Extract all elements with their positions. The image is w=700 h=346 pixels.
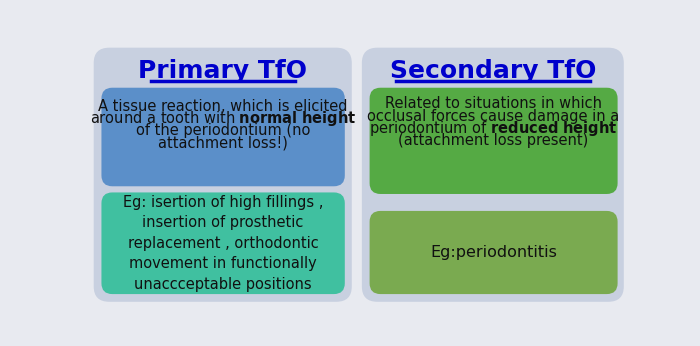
Text: attachment loss!): attachment loss!) <box>158 136 288 151</box>
Text: of the periodontium (no: of the periodontium (no <box>136 123 310 138</box>
Text: periodontium of $\mathbf{reduced\ height}$: periodontium of $\mathbf{reduced\ height… <box>370 119 618 138</box>
FancyBboxPatch shape <box>370 211 617 294</box>
FancyBboxPatch shape <box>362 48 624 302</box>
FancyBboxPatch shape <box>102 192 345 294</box>
Text: occlusal forces cause damage in a: occlusal forces cause damage in a <box>368 109 620 124</box>
Text: Related to situations in which: Related to situations in which <box>385 97 602 111</box>
Text: Secondary TfO: Secondary TfO <box>390 59 596 83</box>
FancyBboxPatch shape <box>370 88 617 194</box>
Text: Primary TfO: Primary TfO <box>138 59 307 83</box>
Text: (attachment loss present): (attachment loss present) <box>398 133 589 148</box>
Text: around a tooth with $\mathbf{normal\ height}$: around a tooth with $\mathbf{normal\ hei… <box>90 109 356 128</box>
FancyBboxPatch shape <box>94 48 352 302</box>
Text: A tissue reaction, which is elicited: A tissue reaction, which is elicited <box>99 99 348 114</box>
FancyBboxPatch shape <box>102 88 345 186</box>
Text: Eg:periodontitis: Eg:periodontitis <box>430 245 557 260</box>
Text: Eg: isertion of high fillings ,
insertion of prosthetic
replacement , orthodonti: Eg: isertion of high fillings , insertio… <box>123 195 323 292</box>
